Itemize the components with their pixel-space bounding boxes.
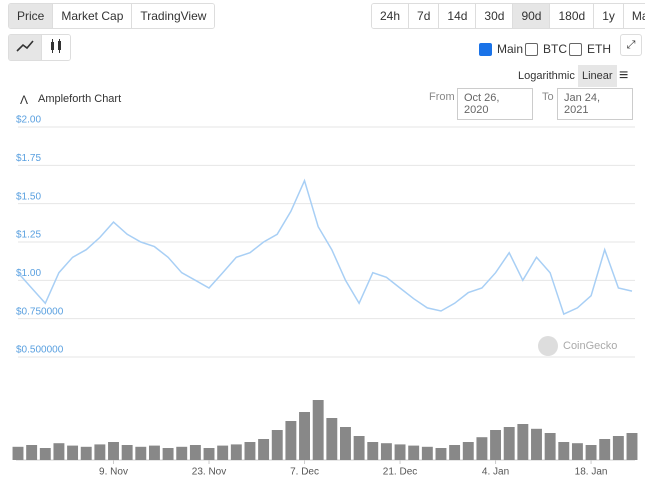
volume-bar <box>189 445 201 460</box>
toggle[interactable]: BTC <box>525 42 567 56</box>
volume-bar <box>285 421 297 460</box>
volume-bar <box>230 444 242 460</box>
toggle-label: BTC <box>543 42 567 56</box>
volume-bar <box>108 442 119 460</box>
toggle[interactable]: Main <box>479 42 523 56</box>
candle-icon <box>51 39 61 53</box>
volume-bar <box>312 400 324 460</box>
volume-bar <box>599 439 611 460</box>
volume-bar <box>571 443 583 460</box>
view-tabs: Price Market Cap TradingView <box>8 3 216 29</box>
line-icon <box>16 40 34 52</box>
range[interactable]: 14d <box>439 4 477 28</box>
volume-bar <box>531 428 542 460</box>
from-label: From <box>429 91 455 103</box>
range[interactable]: 30d <box>476 4 514 28</box>
volume-bar <box>367 442 379 460</box>
volume-bar <box>462 442 474 460</box>
range[interactable]: 180d <box>550 4 595 28</box>
volume-bar <box>394 444 406 460</box>
y-tick-label: $1.75 <box>16 153 41 164</box>
chart-style <box>8 34 71 61</box>
x-tick-label: 7. Dec <box>290 467 319 478</box>
volume-bar <box>26 445 38 460</box>
from-date[interactable]: Oct 26, 2020 <box>457 88 533 120</box>
volume-bar <box>258 439 270 460</box>
range[interactable]: 7d <box>409 4 440 28</box>
x-tick-label: 21. Dec <box>383 467 417 478</box>
watermark: CoinGecko <box>563 340 617 352</box>
volume-bar <box>612 436 624 460</box>
volume-bar <box>421 446 433 460</box>
scale-option[interactable]: Linear <box>578 65 617 87</box>
volume-bar <box>544 433 556 460</box>
volume-bar <box>217 445 229 460</box>
volume-bar <box>476 437 488 460</box>
volume-bar <box>94 444 106 460</box>
volume-bar <box>176 446 188 460</box>
volume-bar <box>121 445 133 460</box>
fullscreen-button[interactable]: ⤢ <box>620 34 642 56</box>
chart-title: Ampleforth Chart <box>38 93 122 105</box>
volume-bar <box>503 427 515 460</box>
volume-bar <box>558 442 570 460</box>
volume-bar <box>203 448 215 460</box>
y-tick-label: $0.500000 <box>16 345 64 356</box>
volume-bar <box>435 448 447 460</box>
volume-bar <box>299 412 310 460</box>
toggle[interactable]: ETH <box>569 42 611 56</box>
to-label: To <box>542 91 554 103</box>
tab[interactable]: TradingView <box>132 4 215 28</box>
volume-bar <box>326 418 338 460</box>
toggle-label: Main <box>497 42 524 56</box>
x-tick-label: 18. Jan <box>575 467 608 478</box>
watermark-logo <box>538 336 558 356</box>
y-tick-label: $1.50 <box>16 191 41 202</box>
price-line <box>17 178 633 316</box>
volume-bar <box>53 443 65 460</box>
range[interactable]: 1y <box>594 4 624 28</box>
x-tick-label: 23. Nov <box>192 467 226 478</box>
volume-bar <box>39 448 51 460</box>
scale-option[interactable]: Logarithmic <box>518 70 575 82</box>
range[interactable]: 24h <box>372 4 410 28</box>
volume-bar <box>517 424 529 460</box>
volume-bar <box>162 448 174 460</box>
menu-button[interactable]: ≡ <box>619 67 629 84</box>
y-tick-label: $0.750000 <box>16 306 64 317</box>
y-tick-label: $1.00 <box>16 268 41 279</box>
x-tick-label: 4. Jan <box>482 467 509 478</box>
volume-bar <box>244 442 256 460</box>
tab[interactable]: Market Cap <box>53 4 133 28</box>
volume-bar <box>80 446 92 460</box>
x-tick-label: 9. Nov <box>99 467 128 478</box>
volume-bar <box>490 430 502 460</box>
y-tick-label: $1.25 <box>16 230 41 241</box>
volume-bar <box>135 446 147 460</box>
volume-bar <box>353 436 365 460</box>
tab[interactable]: Price <box>9 4 54 28</box>
toggle-label: ETH <box>587 42 611 56</box>
volume-bar <box>585 445 597 460</box>
volume-bar <box>12 446 24 460</box>
range[interactable]: 90d <box>513 4 551 28</box>
volume-bar <box>148 445 160 460</box>
volume-bar <box>67 445 79 460</box>
volume-bar <box>340 427 351 460</box>
volume-bar <box>449 445 461 460</box>
to-date[interactable]: Jan 24, 2021 <box>557 88 633 120</box>
range-buttons: 24h 7d 14d 30d 90d 180d 1y Max <box>371 3 645 29</box>
volume-bar <box>626 433 638 460</box>
range[interactable]: Max <box>623 4 645 28</box>
logo: Λ <box>20 93 29 107</box>
volume-bar <box>271 430 283 460</box>
volume-bar <box>380 443 392 460</box>
line-style[interactable] <box>9 35 42 60</box>
volume-bar <box>408 445 420 460</box>
candle-style[interactable] <box>42 35 70 60</box>
y-tick-label: $2.00 <box>16 115 41 126</box>
